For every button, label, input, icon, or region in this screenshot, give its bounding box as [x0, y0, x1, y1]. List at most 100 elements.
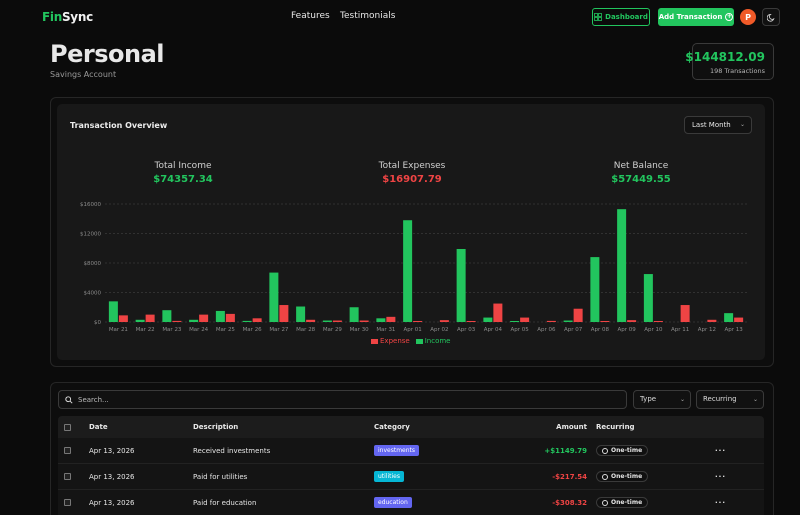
bar-expense[interactable] — [627, 320, 637, 322]
bar-expense[interactable] — [439, 320, 449, 322]
bar-expense[interactable] — [680, 305, 690, 322]
bar-expense[interactable] — [252, 318, 262, 322]
search-input[interactable] — [78, 395, 578, 404]
bar-income[interactable] — [215, 310, 225, 322]
clock-icon — [602, 499, 608, 506]
chevron-down-icon: ⌄ — [739, 121, 745, 128]
moon-icon — [766, 13, 775, 22]
x-tick-label: Mar 26 — [243, 327, 263, 333]
row-recurring-cell: One-time — [596, 464, 649, 489]
add-transaction-label: Add Transaction — [658, 13, 723, 21]
net-balance-value: $57449.55 — [611, 174, 671, 185]
bar-income[interactable] — [269, 272, 279, 322]
bar-income[interactable] — [483, 317, 493, 322]
total-income-label: Total Income — [154, 161, 212, 171]
row-recurring-cell: One-time — [596, 438, 649, 463]
bar-expense[interactable] — [225, 313, 235, 322]
add-transaction-button[interactable]: Add Transaction + — [658, 8, 734, 26]
header-date[interactable]: Date — [89, 423, 108, 431]
more-options-icon[interactable]: ··· — [715, 472, 726, 481]
total-expenses-label: Total Expenses — [378, 161, 446, 171]
bar-expense[interactable] — [359, 320, 369, 322]
bar-expense[interactable] — [600, 321, 610, 322]
bar-expense[interactable] — [707, 319, 717, 322]
type-filter-select[interactable]: Type ⌄ — [633, 390, 691, 409]
table-row[interactable]: Apr 13, 2026 Paid for education education -… — [58, 490, 764, 515]
bar-income[interactable] — [242, 320, 252, 322]
bar-expense[interactable] — [653, 321, 663, 322]
bar-income[interactable] — [563, 320, 573, 322]
bar-expense[interactable] — [172, 320, 182, 322]
bar-expense[interactable] — [118, 315, 128, 322]
row-date: Apr 13, 2026 — [89, 498, 135, 507]
bar-expense[interactable] — [386, 316, 396, 322]
bar-expense[interactable] — [332, 320, 342, 322]
bar-income[interactable] — [724, 313, 734, 322]
bar-expense[interactable] — [199, 314, 209, 322]
avatar[interactable]: P — [740, 9, 756, 25]
x-tick-label: Apr 10 — [644, 327, 663, 333]
select-all-checkbox[interactable] — [64, 423, 71, 431]
bar-income[interactable] — [135, 319, 145, 322]
row-checkbox[interactable] — [64, 499, 71, 506]
bar-income[interactable] — [403, 220, 413, 322]
header-amount[interactable]: Amount — [556, 423, 587, 431]
bar-income[interactable] — [296, 306, 306, 322]
bar-income[interactable] — [510, 321, 520, 322]
overview-title: Transaction Overview — [70, 121, 168, 130]
top-navbar: FinSync Features Testimonials Dashboard … — [0, 0, 800, 34]
bar-expense[interactable] — [466, 321, 476, 322]
bar-income[interactable] — [108, 301, 118, 322]
period-select[interactable]: Last Month ⌄ — [684, 116, 752, 134]
type-filter-value: Type — [640, 395, 657, 403]
bar-income[interactable] — [376, 318, 386, 322]
table-row[interactable]: Apr 13, 2026 Received investments investme… — [58, 438, 764, 464]
bar-income[interactable] — [189, 319, 199, 322]
recurring-label: One-time — [611, 499, 643, 506]
bar-expense[interactable] — [734, 317, 744, 322]
theme-toggle-button[interactable] — [762, 8, 780, 26]
bar-expense[interactable] — [145, 314, 155, 322]
chart-legend: Expense Income — [371, 337, 450, 345]
bar-expense[interactable] — [520, 317, 530, 322]
table-header: Date Description Category Amount Recurri… — [58, 416, 764, 438]
dashboard-button[interactable]: Dashboard — [592, 8, 650, 26]
category-badge: investments — [374, 445, 420, 456]
more-options-icon[interactable]: ··· — [715, 498, 726, 507]
nav-link-testimonials[interactable]: Testimonials — [340, 11, 396, 21]
table-row[interactable]: Apr 13, 2026 Paid for utilities utilities -… — [58, 464, 764, 490]
x-tick-label: Apr 11 — [671, 327, 689, 333]
bar-income[interactable] — [322, 320, 332, 322]
bar-income[interactable] — [162, 310, 172, 322]
bar-expense[interactable] — [493, 303, 503, 322]
bar-income[interactable] — [617, 209, 627, 322]
nav-link-features[interactable]: Features — [291, 11, 330, 21]
y-tick-label: $8000 — [84, 261, 102, 267]
bar-income[interactable] — [349, 307, 359, 322]
bar-expense[interactable] — [306, 319, 316, 322]
clock-icon — [602, 473, 608, 480]
recurring-badge: One-time — [596, 445, 649, 456]
select-all-cell — [64, 416, 71, 438]
row-checkbox[interactable] — [64, 473, 71, 480]
bar-income[interactable] — [643, 274, 653, 322]
transactions-count: 198 Transactions — [709, 67, 765, 75]
search-bar[interactable] — [58, 390, 627, 409]
bar-income[interactable] — [590, 257, 600, 322]
header-description: Description — [193, 423, 239, 431]
row-checkbox[interactable] — [64, 447, 71, 454]
bar-expense[interactable] — [546, 320, 556, 322]
more-options-icon[interactable]: ··· — [715, 446, 726, 455]
row-amount: +$1149.79 — [544, 446, 587, 455]
recurring-filter-select[interactable]: Recurring ⌄ — [696, 390, 764, 409]
row-checkbox-cell — [64, 490, 71, 515]
recurring-badge: One-time — [596, 471, 649, 482]
bar-expense[interactable] — [413, 321, 423, 322]
brand-logo[interactable]: FinSync — [42, 10, 93, 24]
recurring-badge: One-time — [596, 497, 649, 508]
bar-income[interactable] — [456, 248, 466, 322]
transactions-bar-chart: $0 $4000 $8000 $12000 $16000 Mar 21 Mar 22 Mar … — [80, 202, 747, 333]
chevron-down-icon: ⌄ — [679, 396, 685, 403]
bar-expense[interactable] — [573, 308, 583, 322]
bar-expense[interactable] — [279, 305, 289, 322]
